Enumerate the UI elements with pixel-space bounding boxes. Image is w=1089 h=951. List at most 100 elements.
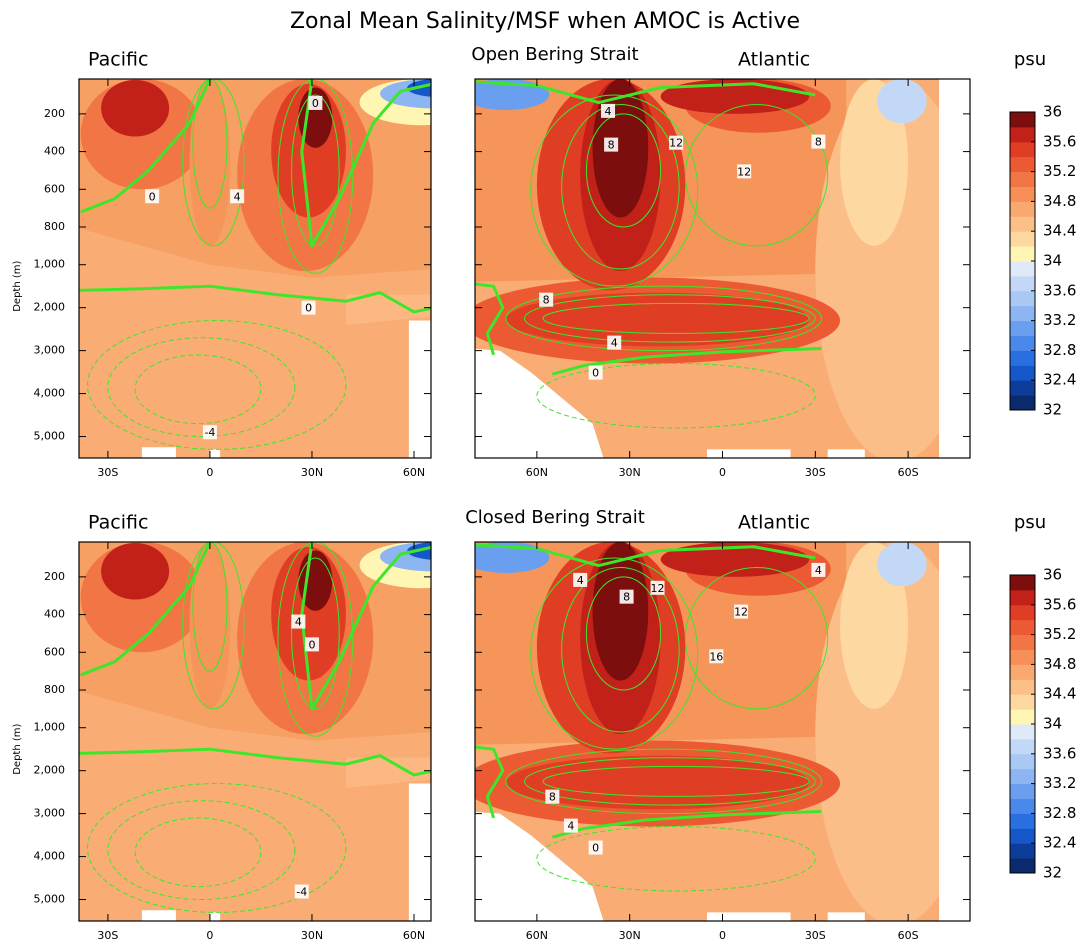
colorbar-bin (1010, 246, 1035, 262)
shade (475, 79, 550, 111)
colorbar-bin (1010, 231, 1035, 247)
colorbar-tick-label: 34.8 (1043, 655, 1076, 673)
contour-label: 0 (592, 842, 599, 855)
msf-contour (524, 294, 816, 343)
contour-label: 12 (737, 165, 751, 178)
panel-title: Atlantic (738, 49, 810, 71)
colorbar-tick-label: 34.4 (1043, 685, 1076, 703)
shade (298, 550, 333, 611)
plot-frame (78, 78, 432, 459)
colorbar-bin (1010, 634, 1035, 650)
colorbar-bin (1010, 753, 1035, 770)
x-tick-label: 60N (403, 466, 425, 479)
figure-title: Zonal Mean Salinity/MSF when AMOC is Act… (290, 9, 800, 34)
shade (101, 79, 170, 137)
contour-label-box (588, 365, 603, 380)
contour-label-box (294, 884, 309, 899)
x-tick-label: 0 (719, 929, 726, 942)
contour-label-box (545, 789, 560, 804)
bathymetry (209, 912, 221, 921)
shade (877, 79, 927, 124)
colorbar-bin (1010, 186, 1035, 202)
colorbar-tick-label: 35.6 (1043, 595, 1076, 613)
bathymetry (827, 449, 865, 458)
colorbar-label: psu (1014, 49, 1046, 70)
bathymetry (408, 783, 431, 921)
msf-contour (585, 576, 662, 691)
shade (189, 542, 231, 709)
msf-contour (291, 557, 340, 710)
msf-contour (561, 566, 680, 733)
colorbar-tick-label: 33.2 (1043, 311, 1076, 329)
x-tick-label: 30N (619, 929, 641, 942)
colorbar-tick-label: 32.4 (1043, 834, 1076, 852)
colorbar-bin (1010, 395, 1035, 411)
colorbar-tick-label: 32.4 (1043, 371, 1076, 389)
x-tick-label: 0 (719, 466, 726, 479)
msf-contour (192, 542, 228, 672)
msf-contour (134, 817, 262, 888)
msf-contour (585, 113, 662, 228)
contour-label-box (308, 95, 323, 110)
msf-contour (475, 80, 816, 105)
msf-contour (87, 320, 347, 450)
x-tick-label: 30S (97, 929, 118, 942)
y-tick-label: 1,000 (34, 721, 66, 734)
colorbar-bin (1010, 156, 1035, 173)
colorbar-bin (1010, 858, 1035, 874)
colorbar-tick-label: 33.6 (1043, 744, 1076, 762)
y-tick-label: 800 (44, 683, 65, 696)
colorbar-bin (1010, 768, 1035, 785)
colorbar-bin (1010, 813, 1035, 829)
msf-contour (561, 103, 680, 270)
colorbar-bin (1010, 216, 1035, 232)
y-tick-label: 4,000 (34, 850, 66, 863)
contour-label: 8 (815, 136, 822, 149)
x-tick-label: 0 (206, 466, 213, 479)
contour-label-box (588, 840, 603, 855)
colorbar-bin (1010, 201, 1035, 217)
msf-contour (684, 566, 829, 710)
colorbar-bin (1010, 843, 1035, 859)
contour-label: -4 (204, 426, 215, 439)
msf-contour (536, 363, 816, 429)
contour-label: 8 (608, 139, 615, 152)
contour-label-box (650, 580, 665, 595)
plot-frame (78, 541, 432, 922)
x-tick-label: 30S (805, 466, 826, 479)
x-tick-label: 0 (206, 929, 213, 942)
colorbar-bin (1010, 365, 1035, 381)
bathymetry (939, 542, 970, 921)
colorbar-tick-label: 32 (1043, 401, 1062, 419)
colorbar-tick-label: 35.6 (1043, 132, 1076, 150)
colorbar-bin (1010, 290, 1035, 307)
y-axis-label: Depth (m) (12, 261, 23, 312)
colorbar-bin (1010, 171, 1035, 187)
msf-contour (107, 800, 296, 901)
contour-label: 4 (577, 574, 584, 587)
colorbar-tick-label: 34.4 (1043, 222, 1076, 240)
bathymetry (707, 912, 791, 921)
colorbar-bin (1010, 694, 1035, 710)
bathymetry (475, 811, 604, 921)
y-tick-label: 2,000 (34, 301, 66, 314)
contour-label-box (573, 572, 588, 587)
msf-contour (524, 757, 816, 806)
msf-contour (277, 79, 354, 274)
shade (475, 542, 550, 574)
colorbar-bin (1010, 828, 1035, 844)
y-tick-label: 600 (44, 182, 65, 195)
colorbar-bin (1010, 709, 1035, 725)
x-tick-label: 60S (898, 929, 919, 942)
bathymetry (141, 910, 176, 921)
contour-label-box (734, 604, 749, 619)
contour-label: 4 (234, 190, 241, 203)
contour-label-box (669, 135, 684, 150)
msf-contour (542, 302, 810, 334)
msf-contour (107, 337, 296, 438)
contour-label-box (737, 164, 752, 179)
msf-contour (475, 282, 505, 356)
contour-label: 12 (734, 606, 748, 619)
x-tick-label: 30N (301, 929, 323, 942)
